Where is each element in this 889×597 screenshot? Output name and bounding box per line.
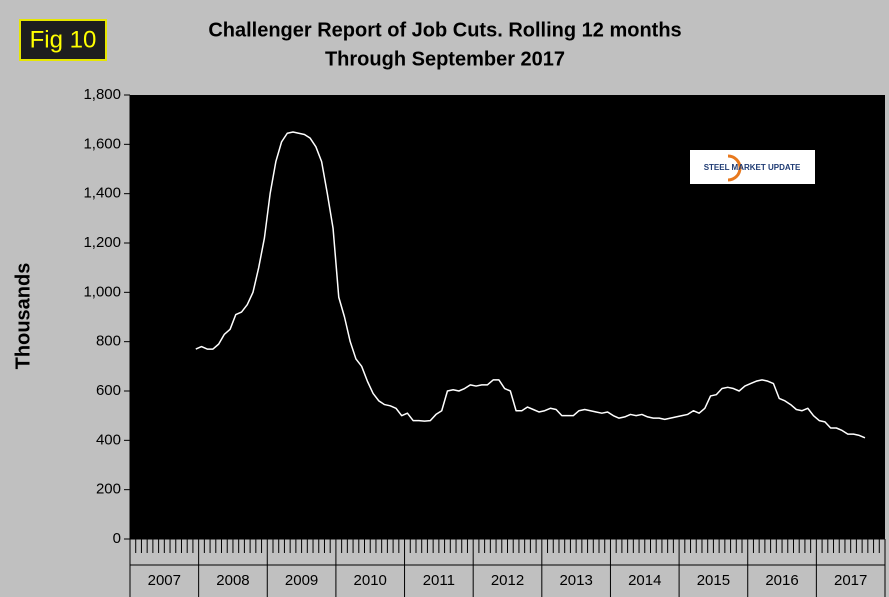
badge-box xyxy=(19,19,107,61)
y-tick-label: 1,000 xyxy=(83,283,121,300)
y-axis-label: Thousands xyxy=(12,263,34,370)
x-tick-label: 2008 xyxy=(216,572,249,589)
x-tick-label: 2014 xyxy=(628,572,661,589)
x-tick-label: 2015 xyxy=(697,572,730,589)
y-tick-label: 1,800 xyxy=(83,86,121,103)
chart-subtitle: Through September 2017 xyxy=(325,48,565,70)
chart-title: Challenger Report of Job Cuts. Rolling 1… xyxy=(208,19,681,41)
x-tick-label: 2013 xyxy=(559,572,592,589)
x-tick-label: 2007 xyxy=(148,572,181,589)
y-tick-label: 1,200 xyxy=(83,234,121,251)
x-tick-label: 2017 xyxy=(834,572,867,589)
logo-text: STEEL MARKET UPDATE xyxy=(704,163,801,172)
y-tick-label: 200 xyxy=(96,481,121,498)
y-tick-label: 400 xyxy=(96,431,121,448)
logo-swirl xyxy=(727,154,742,182)
y-tick-label: 1,600 xyxy=(83,135,121,152)
logo: STEEL MARKET UPDATE xyxy=(690,150,815,184)
badge: Fig 10 xyxy=(30,26,97,53)
y-tick-label: 1,400 xyxy=(83,185,121,202)
y-tick-label: 0 xyxy=(113,530,121,547)
x-tick-label: 2010 xyxy=(354,572,387,589)
y-tick-label: 600 xyxy=(96,382,121,399)
x-tick-label: 2012 xyxy=(491,572,524,589)
y-tick-label: 800 xyxy=(96,333,121,350)
logo-box xyxy=(690,150,815,184)
x-tick-label: 2016 xyxy=(765,572,798,589)
x-tick-label: 2011 xyxy=(423,572,455,589)
data-line xyxy=(195,131,866,439)
x-tick-label: 2009 xyxy=(285,572,318,589)
